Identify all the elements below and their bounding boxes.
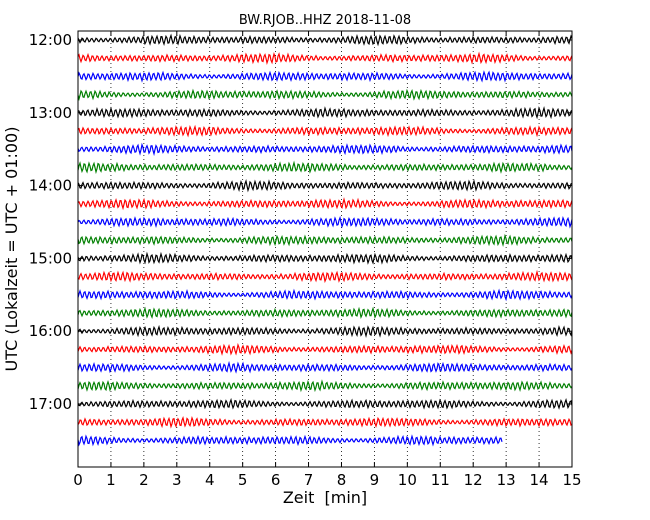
trace-16-30 [77,360,573,374]
y-axis-ticks: 12:00 13:00 14:00 15:00 16:00 17:00 [29,31,572,413]
chart-title: BW.RJOB..HHZ 2018-11-08 [239,13,411,28]
trace-14-30 [77,215,573,229]
trace-14-45 [77,233,573,247]
y-tick-label-0: 12:00 [29,31,72,49]
x-tick-label-15: 15 [562,471,581,489]
x-tick-label-3: 3 [172,471,182,489]
trace-13-30 [77,142,573,157]
y-axis-label: UTC (Lokalzeit = UTC + 01:00) [2,127,21,372]
y-tick-label-3: 15:00 [29,249,72,267]
trace-14-00 [77,178,573,193]
x-tick-label-9: 9 [370,471,380,489]
traces [77,33,573,447]
trace-16-45 [77,379,573,393]
trace-15-30 [77,288,573,302]
x-tick-label-2: 2 [139,471,149,489]
trace-12-45 [77,88,573,102]
x-tick-label-6: 6 [271,471,281,489]
trace-17-00 [77,397,573,410]
x-tick-label-8: 8 [337,471,347,489]
y-tick-label-1: 13:00 [29,104,72,122]
trace-12-00 [77,33,573,47]
x-axis-label: Zeit [min] [283,488,367,507]
trace-16-15 [77,342,573,356]
x-axis-ticks: 0 1 2 3 4 5 6 7 8 9 10 11 12 13 14 15 [73,31,582,489]
x-tick-label-4: 4 [205,471,215,489]
trace-15-00 [77,251,573,265]
trace-12-15 [77,51,573,65]
plot-frame [77,30,573,468]
y-tick-label-2: 14:00 [29,177,72,195]
trace-13-45 [77,160,573,175]
trace-15-45 [77,306,573,320]
x-tick-label-12: 12 [464,471,483,489]
x-tick-label-1: 1 [106,471,116,489]
y-tick-label-4: 16:00 [29,322,72,340]
trace-17-15 [77,415,573,429]
trace-15-15 [77,269,573,284]
x-tick-label-7: 7 [304,471,314,489]
x-tick-label-14: 14 [530,471,549,489]
y-tick-label-5: 17:00 [29,395,72,413]
trace-14-15 [77,197,573,211]
trace-13-15 [77,124,573,138]
x-tick-label-10: 10 [398,471,417,489]
x-tick-label-11: 11 [431,471,450,489]
x-tick-label-5: 5 [238,471,248,489]
x-tick-label-13: 13 [497,471,516,489]
trace-13-00 [77,106,573,120]
x-tick-label-0: 0 [73,471,83,489]
trace-17-30 [77,434,503,447]
trace-12-30 [77,70,573,83]
grid-lines [110,31,540,467]
trace-16-00 [77,324,573,338]
